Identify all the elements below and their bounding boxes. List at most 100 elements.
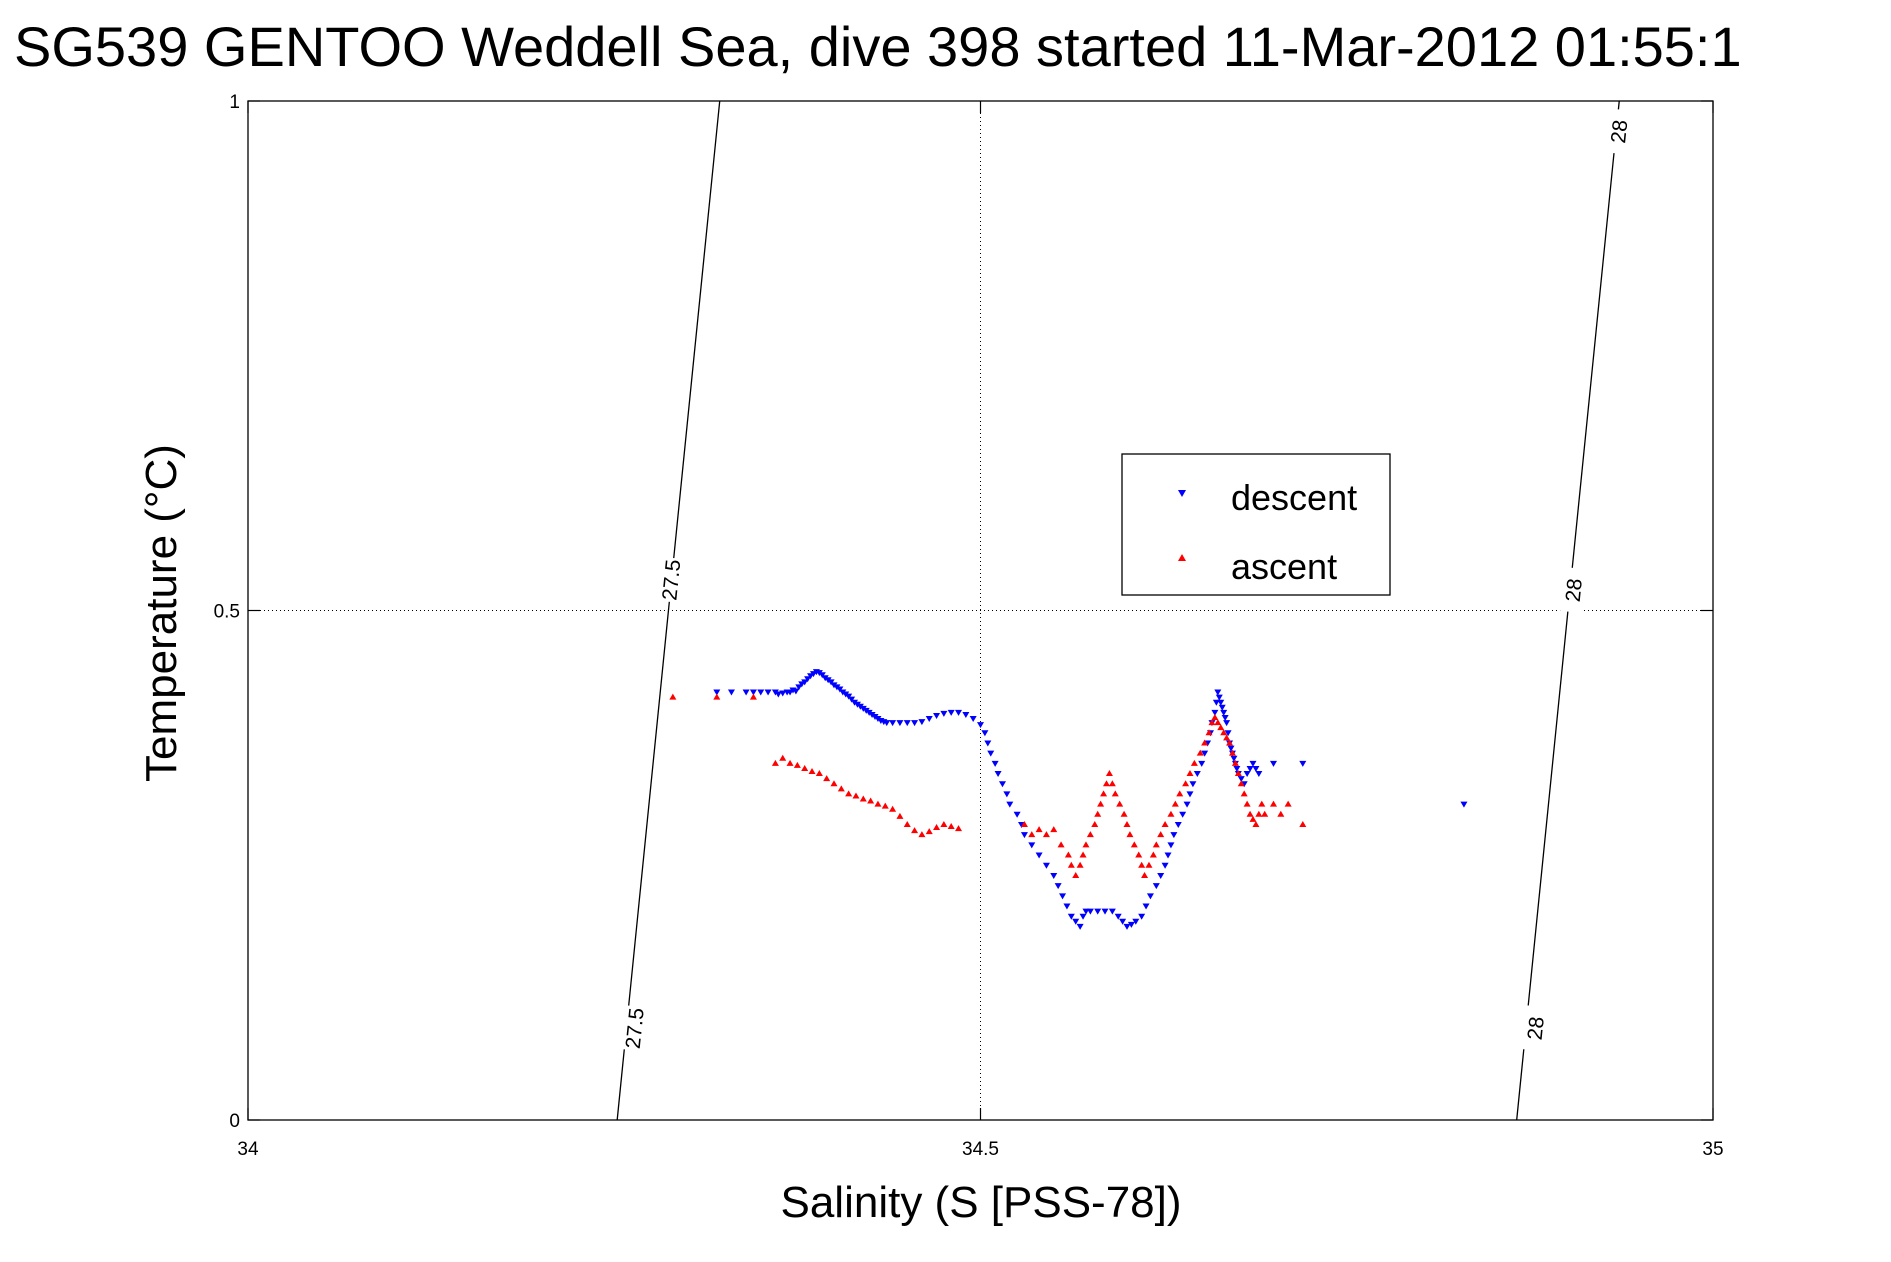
descent-point-99 <box>1179 811 1187 818</box>
ascent-point-25 <box>933 824 941 831</box>
contour-label-bg-1-1 <box>1559 567 1588 614</box>
ascent-point-13 <box>845 790 853 797</box>
descent-point-69 <box>1035 852 1043 859</box>
descent-point-101 <box>1186 791 1194 798</box>
ascent-point-34 <box>1057 841 1065 848</box>
descent-point-57 <box>981 730 989 737</box>
ascent-point-81 <box>1234 770 1242 777</box>
y-axis-title: Temperature (°C) <box>137 444 186 782</box>
descent-point-105 <box>1201 750 1209 757</box>
descent-point-92 <box>1152 883 1160 890</box>
ascent-point-6 <box>793 761 801 768</box>
descent-point-118 <box>1224 730 1232 737</box>
axis-ticks: 34 34.5 35 0 0.5 1 <box>214 92 1724 1160</box>
descent-point-60 <box>991 760 999 767</box>
descent-point-5 <box>764 689 772 696</box>
descent-point-1 <box>727 689 735 696</box>
ascent-point-7 <box>801 764 809 771</box>
ascent-point-11 <box>830 780 838 787</box>
ascent-point-49 <box>1111 790 1119 797</box>
ascent-point-41 <box>1086 831 1094 838</box>
descent-point-12 <box>792 688 800 695</box>
descent-point-102 <box>1189 781 1197 788</box>
ascent-point-72 <box>1208 719 1216 726</box>
descent-point-112 <box>1215 694 1223 701</box>
density-contours: 27.5 27.5 28 28 28 <box>616 100 1634 1121</box>
descent-point-120 <box>1227 745 1235 752</box>
descent-point-90 <box>1142 903 1150 910</box>
ascent-point-92 <box>1277 810 1285 817</box>
ascent-point-79 <box>1228 749 1236 756</box>
chart-title: SG539 GENTOO Weddell Sea, dive 398 start… <box>14 15 1742 78</box>
descent-point-82 <box>1101 908 1109 915</box>
descent-point-131 <box>1252 765 1260 772</box>
ascent-point-19 <box>889 805 897 812</box>
ascent-point-32 <box>1042 831 1050 838</box>
ascent-point-51 <box>1120 810 1128 817</box>
ascent-point-0 <box>669 693 677 700</box>
descent-point-104 <box>1198 760 1206 767</box>
ascent-point-26 <box>940 820 948 827</box>
descent-point-133 <box>1270 760 1277 767</box>
ascent-point-76 <box>1220 729 1228 736</box>
ascent-point-15 <box>859 795 867 802</box>
y-tick-label-0: 0 <box>229 1111 240 1132</box>
ascent-point-56 <box>1138 861 1146 868</box>
descent-point-7 <box>774 691 782 698</box>
descent-point-100 <box>1183 801 1191 808</box>
descent-point-56 <box>977 722 984 729</box>
descent-point-110 <box>1212 699 1220 706</box>
ascent-point-60 <box>1152 841 1160 848</box>
ascent-point-69 <box>1196 749 1204 756</box>
descent-point-79 <box>1082 908 1090 915</box>
ascent-point-23 <box>918 831 926 838</box>
descent-point-53 <box>955 709 963 716</box>
descent-point-43 <box>883 720 891 727</box>
ascent-point-75 <box>1217 724 1225 731</box>
descent-point-94 <box>1161 862 1169 869</box>
ascent-point-3 <box>771 759 779 766</box>
legend-ascent-marker <box>1178 554 1186 561</box>
contour-line-0 <box>616 100 721 1121</box>
ascent-point-10 <box>823 775 831 782</box>
contour-label-bg-1-0 <box>1521 1005 1550 1052</box>
ascent-point-33 <box>1050 826 1058 833</box>
descent-point-16 <box>804 676 812 683</box>
descent-point-96 <box>1167 842 1175 849</box>
ascent-point-46 <box>1102 780 1110 787</box>
ascent-point-18 <box>881 802 889 809</box>
descent-point-95 <box>1164 852 1172 859</box>
descent-point-45 <box>896 720 904 727</box>
ascent-point-73 <box>1211 713 1219 720</box>
descent-point-48 <box>918 719 926 726</box>
ascent-point-28 <box>955 825 963 832</box>
ascent-point-14 <box>852 792 860 799</box>
ascent-point-52 <box>1123 820 1131 827</box>
contour-label-1-2: 28 <box>1607 119 1632 145</box>
ascent-point-74 <box>1214 719 1222 726</box>
ascent-point-1 <box>713 693 721 700</box>
descent-point-49 <box>925 716 933 723</box>
descent-point-50 <box>933 712 941 719</box>
ascent-point-4 <box>779 754 787 761</box>
descent-point-128 <box>1243 771 1251 778</box>
descent-point-3 <box>749 689 757 696</box>
descent-point-61 <box>994 771 1002 778</box>
descent-point-93 <box>1157 872 1165 879</box>
descent-point-62 <box>998 781 1006 788</box>
ascent-point-83 <box>1240 790 1248 797</box>
ascent-point-55 <box>1135 851 1143 858</box>
descent-point-73 <box>1059 893 1067 900</box>
descent-point-46 <box>903 720 911 727</box>
ascent-point-64 <box>1171 800 1179 807</box>
ascent-point-65 <box>1176 790 1184 797</box>
descent-point-130 <box>1249 760 1257 767</box>
ascent-point-36 <box>1067 861 1075 868</box>
ascent-point-39 <box>1079 851 1087 858</box>
descent-point-91 <box>1146 893 1154 900</box>
legend-descent-marker <box>1178 490 1186 497</box>
descent-point-103 <box>1193 771 1201 778</box>
descent-point-97 <box>1170 832 1178 839</box>
descent-point-68 <box>1028 842 1036 849</box>
